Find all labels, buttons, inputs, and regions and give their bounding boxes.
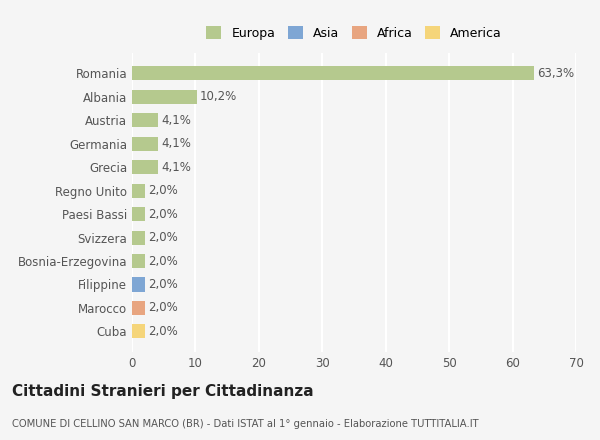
Text: 2,0%: 2,0% — [148, 208, 178, 220]
Text: 4,1%: 4,1% — [161, 161, 191, 174]
Bar — [132, 66, 533, 81]
Bar — [132, 278, 145, 292]
Text: 2,0%: 2,0% — [148, 184, 178, 197]
Text: 2,0%: 2,0% — [148, 278, 178, 291]
Bar — [132, 231, 145, 245]
Text: 2,0%: 2,0% — [148, 231, 178, 244]
Bar — [132, 301, 145, 315]
Bar — [132, 90, 197, 104]
Bar — [132, 113, 158, 127]
Text: 10,2%: 10,2% — [200, 90, 237, 103]
Text: 2,0%: 2,0% — [148, 301, 178, 315]
Text: Cittadini Stranieri per Cittadinanza: Cittadini Stranieri per Cittadinanza — [12, 384, 314, 399]
Text: 2,0%: 2,0% — [148, 254, 178, 268]
Bar — [132, 160, 158, 174]
Text: 2,0%: 2,0% — [148, 325, 178, 338]
Bar — [132, 207, 145, 221]
Text: COMUNE DI CELLINO SAN MARCO (BR) - Dati ISTAT al 1° gennaio - Elaborazione TUTTI: COMUNE DI CELLINO SAN MARCO (BR) - Dati … — [12, 419, 479, 429]
Bar — [132, 254, 145, 268]
Text: 4,1%: 4,1% — [161, 114, 191, 127]
Bar — [132, 183, 145, 198]
Text: 63,3%: 63,3% — [536, 67, 574, 80]
Bar — [132, 324, 145, 338]
Legend: Europa, Asia, Africa, America: Europa, Asia, Africa, America — [200, 20, 508, 46]
Text: 4,1%: 4,1% — [161, 137, 191, 150]
Bar — [132, 137, 158, 151]
